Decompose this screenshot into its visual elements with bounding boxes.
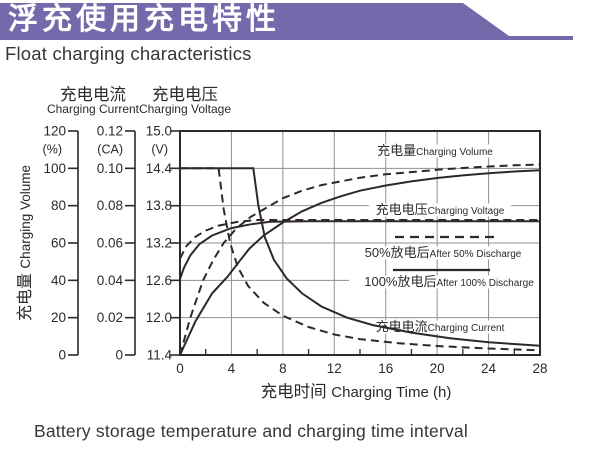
axis-header-en-voltage: Charging Voltage <box>139 102 231 116</box>
axis-header-zh-voltage: 充电电压 <box>152 85 218 104</box>
y-axis-current: 0.12 0.10 0.08 0.06 0.04 0.02 0 (CA) 充电电流Chargin… <box>47 85 140 363</box>
series-curves <box>179 163 541 356</box>
legend-samples <box>393 235 497 272</box>
y-unit-current: (CA) <box>97 143 123 157</box>
annotations: 充电量Charging Volume 充电电压Charging Voltage 50… <box>364 143 534 334</box>
x-tick-label: 28 <box>532 361 547 376</box>
y-tick-current: 0 <box>115 348 123 363</box>
series-charging-volume-after-50-discharge <box>179 163 541 356</box>
y-axis-volume: 120 100 80 60 40 20 0 (%) <box>43 124 79 363</box>
y-tick-current: 0.12 <box>97 124 123 139</box>
y-tick-voltage: 13.2 <box>146 236 172 251</box>
y-tick-volume: 40 <box>51 273 66 288</box>
x-tick-label: 24 <box>481 361 497 376</box>
page-subtitle: Float charging characteristics <box>5 43 252 64</box>
x-axis: 0 4 8 12 16 20 24 28 充电时间 Charging Time (h) <box>176 361 547 401</box>
x-tick-label: 0 <box>176 361 184 376</box>
y-axis-voltage: 15.0 14.4 13.8 13.2 12.6 12.0 11.4 (V) 充电电压Charg… <box>139 85 231 363</box>
y-tick-voltage: 12.6 <box>146 273 172 288</box>
y-unit-voltage: (V) <box>151 143 168 157</box>
y-tick-current: 0.02 <box>97 310 123 325</box>
y-axis-side-label-volume: 充电量 Charging Volume <box>16 165 34 321</box>
annotation-backgrounds <box>349 144 549 334</box>
label-charging-voltage: 充电电压Charging Voltage <box>376 202 505 217</box>
x-tick-label: 20 <box>430 361 445 376</box>
y-tick-voltage: 15.0 <box>146 124 172 139</box>
bottom-caption: Battery storage temperature and charging… <box>34 421 468 441</box>
y-tick-volume: 0 <box>58 348 66 363</box>
axis-header-zh-current: 充电电流 <box>60 85 126 104</box>
label-charging-volume: 充电量Charging Volume <box>377 143 493 158</box>
y-tick-volume: 20 <box>51 310 66 325</box>
axis-header-en-current: Charging Current <box>47 102 140 116</box>
series-charging-voltage-after-50-discharge <box>179 219 540 260</box>
page-title-zh: 浮充使用充电特性 <box>8 3 280 36</box>
x-axis-title: 充电时间 Charging Time (h) <box>261 382 452 401</box>
x-tick-label: 12 <box>327 361 342 376</box>
series-charging-voltage-after-100-discharge <box>179 220 540 280</box>
label-after-100-discharge: 100%放电后After 100% Discharge <box>364 274 534 289</box>
label-charging-current: 充电电流Charging Current <box>376 319 505 334</box>
y-tick-voltage: 11.4 <box>147 348 173 363</box>
y-tick-voltage: 12.0 <box>146 310 172 325</box>
y-unit-volume: (%) <box>43 143 62 157</box>
series-charging-volume-after-100-discharge <box>179 169 541 356</box>
y-tick-volume: 60 <box>51 236 66 251</box>
y-tick-current: 0.04 <box>97 273 124 288</box>
y-tick-current: 0.08 <box>97 198 123 213</box>
x-tick-label: 8 <box>279 361 287 376</box>
x-tick-label: 4 <box>228 361 236 376</box>
y-tick-current: 0.10 <box>97 161 123 176</box>
y-tick-current: 0.06 <box>97 236 123 251</box>
y-tick-volume: 120 <box>43 124 66 139</box>
x-minor-ticks <box>205 349 515 355</box>
y-tick-volume: 100 <box>43 161 66 176</box>
y-tick-voltage: 14.4 <box>146 161 173 176</box>
series-charging-current-after-100-discharge <box>180 167 541 347</box>
series-charging-current-after-50-discharge <box>180 167 541 352</box>
label-after-50-discharge: 50%放电后After 50% Discharge <box>365 245 522 260</box>
y-tick-volume: 80 <box>51 198 66 213</box>
x-tick-label: 16 <box>378 361 393 376</box>
y-tick-voltage: 13.8 <box>146 198 172 213</box>
